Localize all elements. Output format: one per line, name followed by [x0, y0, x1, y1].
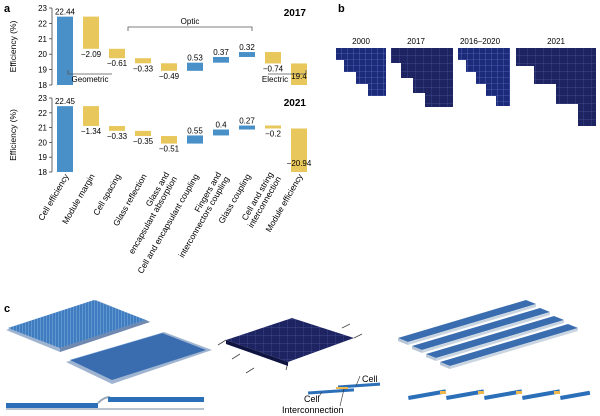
y-tick-label: 21	[38, 124, 47, 133]
bar-step-1	[83, 16, 99, 49]
data-label: −0.51	[159, 145, 180, 154]
year-label-2021: 2021	[547, 37, 565, 46]
shingle-cross-section	[408, 389, 591, 400]
data-label: 0.37	[213, 48, 229, 57]
label-interconnection: Interconnection	[282, 405, 344, 415]
group-bracket-optic: Optic	[127, 17, 253, 31]
panel-label-b: b	[338, 3, 345, 15]
bar-step-4	[161, 136, 177, 144]
group-bracket-electric: Electric	[262, 70, 307, 84]
data-label: −20.94	[287, 159, 312, 168]
data-label: −0.74	[263, 64, 284, 73]
waterfall-chart-2017: 18 19 20 21 22 23 Efficiency (%) 2017 22.44 −2.09…	[8, 4, 307, 90]
data-label: −0.61	[107, 59, 128, 68]
label-cell-right: Cell	[362, 374, 378, 384]
module-shingled-black	[217, 318, 363, 374]
y-axis-title: Efficiency (%)	[8, 20, 18, 72]
year-label-2017: 2017	[407, 37, 425, 46]
cross-section-overlap	[6, 396, 204, 410]
data-label: 0.32	[239, 43, 255, 52]
y-tick-label: 22	[38, 19, 47, 28]
bar-step-3	[135, 130, 151, 137]
bar-step-7	[239, 52, 255, 57]
bar-step-5	[187, 62, 203, 71]
chart-title: 2021	[284, 98, 307, 109]
bar-step-6	[213, 129, 229, 136]
y-axis-title: Efficiency (%)	[8, 109, 18, 161]
group-bracket-geometric: Geometric	[67, 70, 112, 84]
data-label: 19.4	[291, 72, 307, 81]
data-label: −0.35	[133, 137, 154, 146]
bar-step-2	[109, 125, 125, 131]
year-label-2016-2020: 2016–2020	[460, 37, 501, 46]
y-tick-label: 20	[38, 50, 47, 59]
y-tick-label: 22	[38, 109, 47, 118]
year-label-2000: 2000	[352, 37, 370, 46]
bar-cell-efficiency	[57, 16, 73, 85]
y-tick-label: 19	[38, 66, 47, 75]
panel-label-a: a	[4, 3, 11, 15]
bar-cell-efficiency	[57, 106, 73, 172]
data-label: 0.55	[187, 126, 203, 135]
data-label: −0.49	[159, 72, 180, 81]
y-tick-label: 23	[38, 94, 47, 103]
bar-step-8	[265, 52, 281, 64]
bar-step-6	[213, 56, 229, 63]
bar-module-efficiency	[291, 128, 307, 172]
bar-step-5	[187, 135, 203, 144]
data-label: −1.34	[81, 127, 102, 136]
group-label-electric: Electric	[262, 75, 288, 84]
data-label: 22.44	[55, 8, 76, 17]
bar-step-1	[83, 106, 99, 126]
module-2021	[516, 48, 596, 126]
label-cell-left: Cell	[304, 394, 320, 404]
module-conventional-illustration	[6, 300, 212, 384]
data-label: 0.4	[215, 121, 227, 130]
cell-interconnection-diagram: Cell Cell Interconnection	[282, 374, 381, 415]
bar-step-3	[135, 58, 151, 64]
y-tick-label: 19	[38, 153, 47, 162]
bar-step-2	[109, 48, 125, 59]
panel-b-module-layouts: 2000 2017 2016–2020 2021	[336, 37, 596, 126]
module-2000	[336, 48, 386, 96]
group-label-geometric: Geometric	[72, 75, 109, 84]
panel-c-illustrations: Cell Cell Interconnection	[6, 300, 591, 415]
data-label: −0.33	[107, 132, 128, 141]
bar-step-8	[265, 125, 281, 129]
panel-label-c: c	[4, 303, 10, 315]
module-shingled-strips	[398, 300, 578, 369]
data-label: 0.53	[187, 54, 203, 63]
data-label: 22.45	[55, 97, 76, 106]
module-2017	[391, 48, 453, 107]
bar-step-7	[239, 125, 255, 130]
y-tick-label: 20	[38, 138, 47, 147]
y-tick-label: 18	[38, 81, 47, 90]
data-label: −0.33	[133, 64, 154, 73]
chart-title: 2017	[284, 8, 307, 19]
data-label: −2.09	[81, 50, 102, 59]
bar-step-4	[161, 63, 177, 71]
y-tick-label: 21	[38, 35, 47, 44]
y-tick-label: 18	[38, 168, 47, 177]
data-label: −0.2	[265, 129, 281, 138]
group-label-optic: Optic	[181, 17, 200, 26]
data-label: 0.27	[239, 117, 255, 126]
y-tick-label: 23	[38, 4, 47, 13]
module-2016-2020	[458, 48, 510, 106]
